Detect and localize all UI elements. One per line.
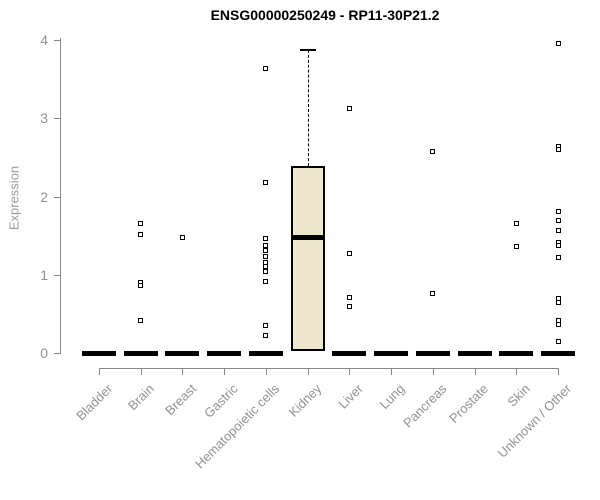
data-point: [263, 179, 269, 185]
data-point: [346, 105, 352, 111]
data-point: [555, 227, 561, 233]
data-point: [555, 338, 561, 344]
whisker-line: [307, 50, 309, 166]
data-point: [263, 278, 269, 284]
zero-median-bar: [415, 351, 450, 356]
zero-median-bar: [207, 351, 242, 356]
x-axis-line: [99, 368, 560, 369]
y-tick-label: 0: [40, 345, 48, 361]
data-point: [555, 208, 561, 214]
data-point: [346, 294, 352, 300]
x-tick-label: Gastric: [201, 381, 241, 421]
zero-median-bar: [248, 351, 283, 356]
y-axis-tick: [54, 40, 60, 41]
data-point: [555, 295, 561, 301]
data-point: [263, 242, 269, 248]
zero-median-bar: [374, 351, 409, 356]
x-axis-tick: [140, 368, 142, 375]
x-tick-label: Lung: [376, 381, 408, 413]
y-axis-tick: [54, 118, 60, 120]
data-point: [555, 218, 561, 224]
zero-median-bar: [123, 351, 158, 356]
data-point: [138, 283, 144, 289]
x-axis-tick: [516, 368, 518, 375]
data-point: [555, 41, 561, 47]
x-tick-label: Unknown / Other: [495, 381, 575, 461]
data-point: [430, 291, 436, 297]
data-point: [346, 251, 352, 257]
data-point: [263, 66, 269, 72]
data-point: [263, 259, 269, 265]
x-axis-tick: [307, 368, 309, 375]
zero-median-bar: [165, 351, 200, 356]
x-axis-tick: [432, 368, 434, 375]
y-tick-label: 1: [40, 266, 48, 283]
x-tick-label: Kidney: [285, 381, 325, 420]
x-axis-tick: [99, 368, 100, 375]
x-tick-label: Prostate: [446, 381, 492, 426]
zero-median-bar: [499, 351, 534, 356]
x-axis-tick: [474, 368, 476, 375]
zero-median-bar: [332, 351, 367, 356]
x-tick-label: Bladder: [73, 381, 116, 424]
data-point: [430, 149, 436, 155]
data-point: [555, 255, 561, 261]
data-point: [263, 269, 269, 275]
y-tick-label: 4: [40, 32, 48, 48]
x-axis-tick: [349, 368, 351, 375]
x-tick-label: Liver: [335, 381, 366, 412]
whisker-cap: [299, 49, 316, 52]
data-point: [263, 254, 269, 260]
x-axis-tick: [182, 368, 184, 375]
data-point: [138, 221, 144, 227]
data-point: [555, 147, 561, 153]
y-axis-line: [60, 38, 61, 354]
x-tick-label: Breast: [161, 381, 200, 419]
data-point: [263, 332, 269, 338]
data-point: [513, 221, 519, 227]
data-point: [555, 322, 561, 328]
data-point: [263, 236, 269, 242]
data-point: [138, 232, 144, 238]
data-point: [555, 243, 561, 249]
x-axis-tick: [224, 368, 226, 375]
chart-title: ENSG00000250249 - RP11-30P21.2: [210, 7, 440, 23]
data-point: [263, 247, 269, 253]
x-axis-tick: [558, 368, 560, 375]
x-tick-label: Brain: [125, 381, 158, 414]
x-axis-tick: [265, 368, 267, 375]
y-tick-label: 3: [40, 110, 48, 127]
y-axis-tick: [54, 353, 60, 354]
box-iqr: [290, 165, 325, 352]
data-point: [555, 300, 561, 306]
data-point: [346, 303, 352, 309]
box-median-line: [290, 235, 325, 241]
y-tick-label: 2: [40, 188, 48, 205]
x-axis-tick: [391, 368, 393, 375]
data-point: [555, 317, 561, 323]
data-point: [138, 318, 144, 324]
data-point: [263, 323, 269, 329]
data-point: [263, 264, 269, 270]
data-point: [513, 244, 519, 250]
zero-median-bar: [541, 351, 576, 356]
y-axis-tick: [54, 274, 60, 276]
data-point: [179, 235, 185, 241]
x-tick-label: Pancreas: [400, 381, 450, 431]
y-axis-tick: [54, 196, 60, 198]
zero-median-bar: [457, 351, 492, 356]
zero-median-bar: [82, 351, 116, 356]
x-tick-label: Skin: [504, 381, 533, 410]
